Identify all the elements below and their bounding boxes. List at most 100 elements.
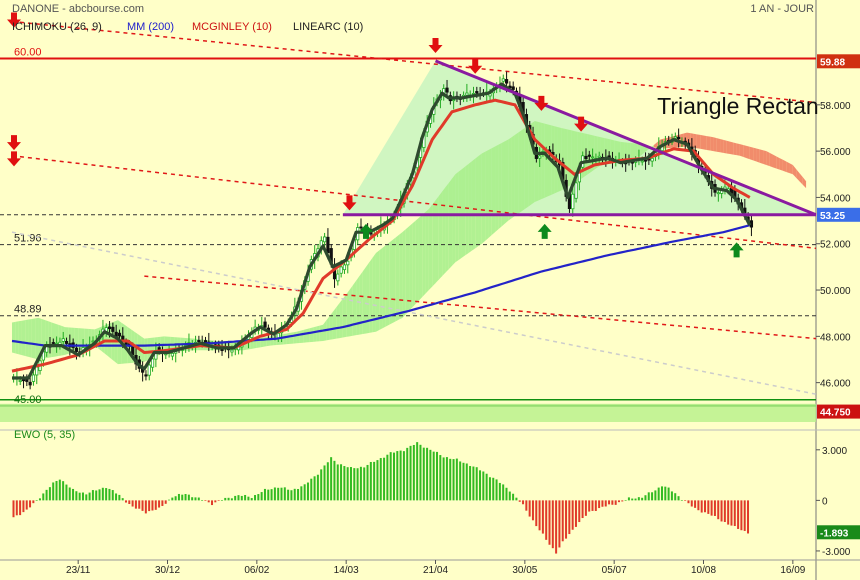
ewo-bar	[115, 493, 118, 501]
ewo-bar	[191, 497, 194, 501]
ewo-bar	[498, 482, 501, 501]
ewo-bar	[95, 490, 98, 501]
kumo-segment	[786, 161, 790, 174]
ewo-bar	[647, 492, 650, 501]
ewo-bar	[240, 495, 243, 501]
ewo-bar	[522, 500, 525, 505]
ewo-bar	[621, 500, 624, 502]
ewo-bar	[684, 500, 687, 501]
ewo-bar	[68, 487, 71, 501]
kumo-segment	[432, 200, 436, 287]
ewo-bar	[297, 488, 300, 501]
ewo-bar	[88, 492, 91, 501]
ewo-bar	[134, 500, 137, 509]
ewo-y-tick-label: 0	[822, 496, 828, 507]
candle-body	[445, 87, 449, 93]
kumo-segment	[504, 139, 509, 224]
kumo-segment	[614, 140, 618, 162]
arrow-up-icon	[729, 242, 744, 258]
kumo-segment	[369, 257, 373, 333]
ewo-bar	[488, 477, 491, 501]
ewo-bar	[399, 450, 402, 501]
candle-body	[342, 264, 347, 271]
kumo-segment	[296, 330, 300, 344]
ewo-bar	[293, 488, 296, 501]
kumo-segment	[756, 148, 760, 163]
kumo-segment	[759, 149, 764, 164]
ewo-bar	[42, 493, 45, 501]
ewo-bar	[713, 500, 716, 516]
kumo-segment	[485, 149, 489, 241]
candle-body	[18, 379, 22, 382]
ewo-bar	[25, 500, 28, 510]
ewo-bar	[515, 497, 518, 501]
triangle-upper-line	[434, 59, 817, 217]
kumo-segment	[726, 140, 730, 155]
candle-body	[574, 182, 578, 199]
price-tag	[817, 207, 860, 222]
kumo-segment	[289, 332, 294, 344]
ewo-bar	[359, 466, 362, 501]
ewo-bar	[263, 488, 266, 501]
ewo-bar	[574, 500, 577, 527]
ewo-bar	[194, 497, 197, 501]
x-tick-label: 06/02	[244, 565, 269, 576]
kumo-segment	[306, 328, 310, 343]
ewo-bar	[436, 451, 439, 501]
candle-body	[501, 78, 505, 82]
ewo-bar	[747, 500, 750, 534]
ewo-bar	[508, 491, 511, 501]
kumo-segment	[25, 319, 29, 357]
y-tick-label: 52.000	[820, 240, 851, 251]
ewo-bar	[644, 495, 647, 501]
kumo-segment	[366, 262, 370, 334]
x-tick-label: 05/07	[602, 565, 627, 576]
kumo-segment	[395, 234, 400, 322]
kumo-segment	[418, 214, 423, 301]
candle-body	[346, 260, 350, 266]
kumo-segment	[488, 148, 492, 238]
ewo-bar	[737, 500, 740, 529]
ewo-bar	[426, 447, 429, 501]
candle-body	[673, 136, 677, 139]
ewo-bar	[343, 466, 346, 501]
arrow-down-icon	[468, 58, 483, 74]
series-mcginley	[11, 98, 751, 373]
candle-body	[650, 157, 654, 162]
ewo-bar	[55, 480, 58, 501]
candle-body	[584, 155, 588, 160]
ewo-bar	[267, 489, 270, 501]
ewo-bar	[38, 498, 41, 501]
ewo-bar	[432, 451, 435, 501]
arrow-down-icon	[428, 37, 443, 53]
ewo-bar	[171, 497, 174, 501]
kumo-segment	[84, 328, 89, 349]
candle-body	[21, 379, 26, 382]
ewo-bar	[591, 500, 594, 511]
ewo-bar	[707, 500, 710, 514]
ewo-title: EWO (5, 35)	[14, 429, 75, 441]
kumo-segment	[402, 229, 406, 318]
ewo-bar	[65, 484, 68, 501]
ewo-bar	[244, 494, 247, 501]
candle-body	[336, 273, 340, 282]
kumo-segment	[465, 163, 469, 256]
ewo-bar	[336, 464, 339, 501]
ewo-bar	[697, 500, 700, 511]
kumo-segment	[743, 145, 747, 159]
ewo-bar	[35, 500, 38, 501]
price-tag-label: 53.25	[820, 211, 845, 222]
ewo-bar	[72, 488, 75, 501]
kumo-segment	[524, 125, 529, 210]
kumo-segment	[339, 298, 343, 339]
ewo-bar	[78, 492, 81, 501]
ewo-bar	[349, 467, 352, 501]
kumo-segment	[723, 139, 727, 154]
ewo-bar	[19, 500, 22, 516]
ewo-bar	[383, 457, 386, 501]
ewo-bar	[535, 500, 538, 527]
ewo-bar	[445, 457, 448, 501]
kumo-segment	[336, 303, 340, 339]
ewo-bar	[740, 500, 743, 531]
candle-body	[31, 374, 36, 382]
